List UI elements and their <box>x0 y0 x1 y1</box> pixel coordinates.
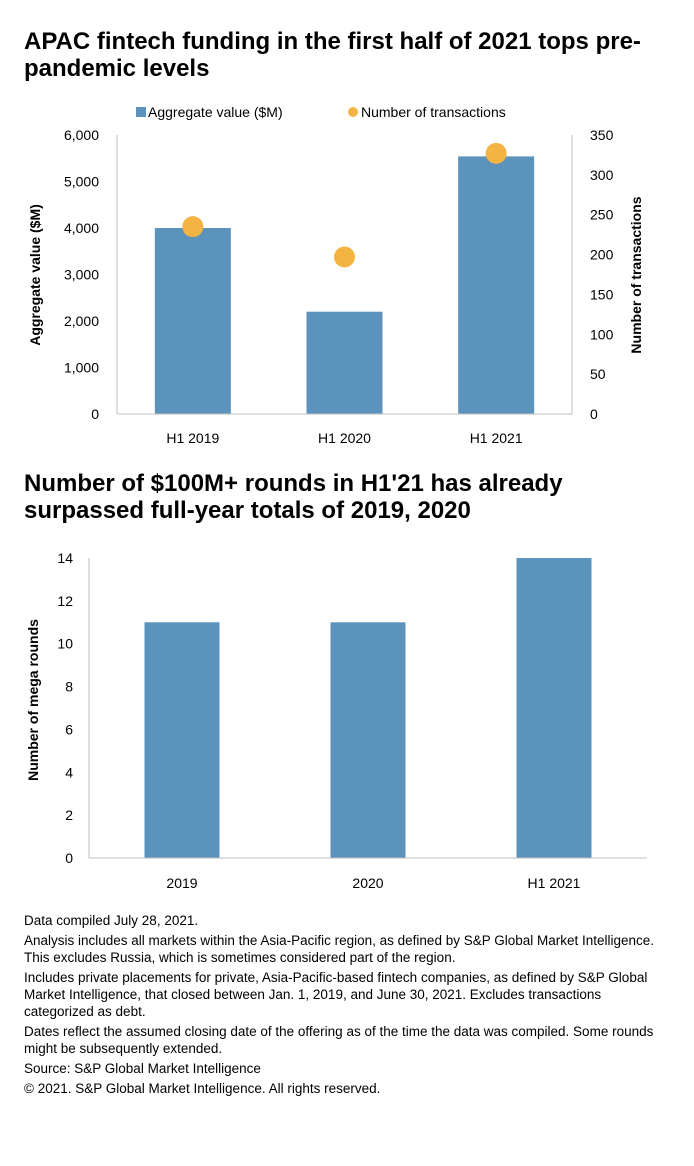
bar <box>144 622 220 858</box>
y-tick-label: 2 <box>65 807 73 823</box>
legend-bar-swatch <box>136 107 146 117</box>
bar <box>306 311 383 414</box>
y-tick-label: 0 <box>65 850 73 866</box>
note-dates: Dates reflect the assumed closing date o… <box>24 1024 654 1056</box>
chart1-axes <box>116 135 573 415</box>
note-scope: Includes private placements for private,… <box>24 970 648 1019</box>
chart1-legend: Aggregate value ($M) Number of transacti… <box>136 104 506 120</box>
category-label: H1 2019 <box>166 430 219 446</box>
category-label: H1 2021 <box>470 430 523 446</box>
y2-tick-label: 200 <box>590 247 614 263</box>
y-tick-label: 6,000 <box>64 127 99 143</box>
y-tick-label: 4,000 <box>64 220 99 236</box>
y-tick-label: 4 <box>65 764 73 780</box>
bar <box>458 156 535 414</box>
chart1-dots <box>182 142 507 268</box>
y-tick-label: 10 <box>57 636 73 652</box>
category-label: H1 2020 <box>318 430 371 446</box>
chart1-title: APAC fintech funding in the first half o… <box>24 28 641 82</box>
chart1-y-axis-label: Aggregate value ($M) <box>27 204 43 346</box>
note-source: Source: S&P Global Market Intelligence <box>24 1061 261 1076</box>
bar <box>516 558 592 858</box>
legend-dot-swatch <box>348 107 358 117</box>
y-tick-label: 0 <box>91 406 99 422</box>
y-tick-label: 2,000 <box>64 313 99 329</box>
chart1-y2-axis-label: Number of transactions <box>628 196 644 353</box>
y-tick-label: 14 <box>57 550 73 566</box>
y2-tick-label: 150 <box>590 286 614 302</box>
chart2-y-axis-label: Number of mega rounds <box>25 619 41 781</box>
bar <box>330 622 406 858</box>
y2-tick-label: 300 <box>590 167 614 183</box>
mega-rounds-chart: 0 2 4 6 8 10 12 14 2019 2020 H1 2021 Number of me… <box>25 550 647 891</box>
chart2-category-labels: 2019 2020 H1 2021 <box>166 875 580 891</box>
note-copyright: © 2021. S&P Global Market Intelligence. … <box>24 1081 381 1096</box>
y-tick-label: 1,000 <box>64 360 99 376</box>
chart2-title: Number of $100M+ rounds in H1'21 has alr… <box>24 470 563 524</box>
y-tick-label: 5,000 <box>64 174 99 190</box>
chart1-bars <box>154 156 535 414</box>
y2-tick-label: 50 <box>590 366 606 382</box>
category-label: 2019 <box>166 875 197 891</box>
category-label: H1 2021 <box>528 875 581 891</box>
chart1-category-labels: H1 2019 H1 2020 H1 2021 <box>166 430 522 446</box>
y2-tick-label: 100 <box>590 326 614 342</box>
chart1-left-ticks: 0 1,000 2,000 3,000 4,000 5,000 6,000 <box>64 127 99 422</box>
y2-tick-label: 350 <box>590 127 614 143</box>
funding-chart: Aggregate value ($M) Number of transacti… <box>27 104 644 446</box>
transaction-dot <box>485 142 507 164</box>
note-compiled: Data compiled July 28, 2021. <box>24 913 199 928</box>
transaction-dot <box>334 246 355 268</box>
footnotes: Data compiled July 28, 2021. Analysis in… <box>24 912 664 1100</box>
y-tick-label: 8 <box>65 679 73 695</box>
bar <box>154 228 231 414</box>
chart2-bars <box>144 558 592 858</box>
note-region: Analysis includes all markets within the… <box>24 933 655 965</box>
y2-tick-label: 0 <box>590 406 598 422</box>
chart2-axes <box>88 558 647 859</box>
chart1-right-ticks: 0 50 100 150 200 250 300 350 <box>590 127 614 422</box>
y2-tick-label: 250 <box>590 207 614 223</box>
legend-dot-label: Number of transactions <box>361 104 506 120</box>
chart2-y-ticks: 0 2 4 6 8 10 12 14 <box>57 550 73 866</box>
category-label: 2020 <box>352 875 383 891</box>
transaction-dot <box>182 216 204 238</box>
y-tick-label: 12 <box>57 593 73 609</box>
y-tick-label: 6 <box>65 721 73 737</box>
legend-bar-label: Aggregate value ($M) <box>148 104 283 120</box>
y-tick-label: 3,000 <box>64 267 99 283</box>
